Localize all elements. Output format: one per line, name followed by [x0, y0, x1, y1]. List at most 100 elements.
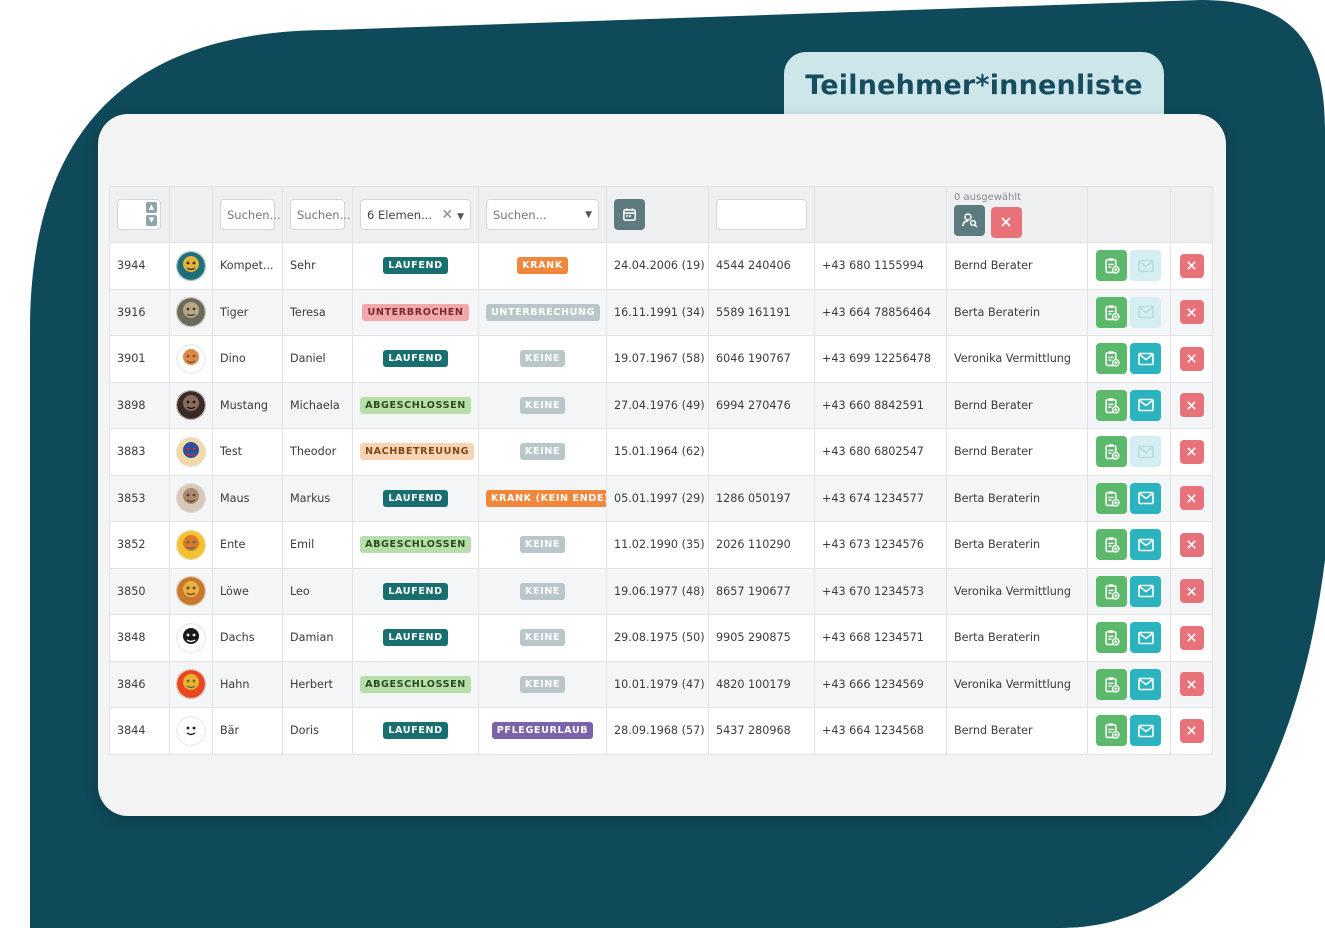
participant-name: Test — [212, 428, 283, 476]
phone-number: +43 664 1234568 — [814, 707, 947, 755]
send-mail-button[interactable] — [1130, 343, 1161, 375]
participant-name: Dachs — [212, 614, 283, 662]
send-mail-button[interactable] — [1130, 715, 1161, 747]
delete-button[interactable] — [1179, 672, 1204, 697]
insurance-number: 1286 050197 — [708, 474, 815, 522]
add-record-button[interactable] — [1096, 482, 1127, 514]
status-cell: UNTERBROCHEN — [352, 288, 479, 336]
delete-cell — [1170, 381, 1213, 429]
reason-select[interactable]: Suchen... ▼ — [486, 199, 599, 230]
close-icon — [1187, 679, 1196, 689]
delete-button[interactable] — [1179, 439, 1204, 464]
table-row[interactable]: 3846 Hahn Herbert ABGESCHLOSSEN KEINE 10… — [109, 660, 1213, 708]
insurance-number: 5589 161191 — [708, 288, 815, 336]
birth-date: 11.02.1990 (35) — [606, 521, 709, 569]
reason-badge: KRANK — [517, 257, 568, 275]
actions-cell — [1087, 567, 1171, 615]
send-mail-button[interactable] — [1130, 622, 1161, 654]
clear-selection-button[interactable] — [990, 206, 1022, 238]
delete-button[interactable] — [1179, 346, 1204, 371]
svnr-search-input[interactable] — [716, 199, 807, 230]
delete-button[interactable] — [1179, 579, 1204, 604]
add-record-button[interactable] — [1096, 296, 1127, 328]
delete-cell — [1170, 567, 1213, 615]
table-row[interactable]: 3883 Test Theodor NACHBETREUUNG KEINE 15… — [109, 428, 1213, 476]
delete-button[interactable] — [1179, 625, 1204, 650]
clear-icon[interactable]: ✕ — [441, 206, 454, 223]
delete-button[interactable] — [1179, 393, 1204, 418]
delete-button[interactable] — [1179, 253, 1204, 278]
mail-icon — [1137, 491, 1154, 505]
avatar-cell — [169, 242, 213, 290]
delete-button[interactable] — [1179, 718, 1204, 743]
table-row[interactable]: 3901 Dino Daniel LAUFEND KEINE 19.07.196… — [109, 335, 1213, 383]
delete-cell — [1170, 242, 1213, 290]
delete-cell — [1170, 660, 1213, 708]
phone-number: +43 660 8842591 — [814, 381, 947, 429]
participant-first-name: Teresa — [282, 288, 353, 336]
status-badge: ABGESCHLOSSEN — [360, 396, 471, 414]
insurance-number: 5437 280968 — [708, 707, 815, 755]
delete-button[interactable] — [1179, 300, 1204, 325]
advisor-name: Berta Beraterin — [946, 521, 1088, 569]
clipboard-add-icon — [1105, 630, 1120, 646]
table-row[interactable]: 3844 Bär Doris LAUFEND PFLEGEURLAUB 28.0… — [109, 707, 1213, 755]
add-record-button[interactable] — [1096, 668, 1127, 700]
delete-button[interactable] — [1179, 486, 1204, 511]
participant-id: 3853 — [109, 474, 170, 522]
send-mail-button[interactable] — [1130, 529, 1161, 561]
firstname-search-input[interactable]: Suchen... — [290, 199, 351, 230]
table-row[interactable]: 3898 Mustang Michaela ABGESCHLOSSEN KEIN… — [109, 381, 1213, 429]
add-record-button[interactable] — [1096, 250, 1127, 282]
send-mail-button[interactable] — [1130, 575, 1161, 607]
reason-badge: UNTERBRECHUNG — [486, 303, 601, 321]
reason-badge: KEINE — [519, 396, 566, 414]
status-multiselect[interactable]: 6 Elemen... ✕ ▼ — [360, 199, 471, 230]
table-row[interactable]: 3848 Dachs Damian LAUFEND KEINE 29.08.19… — [109, 614, 1213, 662]
add-record-button[interactable] — [1096, 715, 1127, 747]
table-row[interactable]: 3853 Maus Markus LAUFEND KRANK (KEIN END… — [109, 474, 1213, 522]
advisor-name: Bernd Berater — [946, 242, 1088, 290]
add-record-button[interactable] — [1096, 343, 1127, 375]
reason-filter-cell: Suchen... ▼ — [478, 186, 607, 243]
add-record-button[interactable] — [1096, 389, 1127, 421]
participant-id: 3844 — [109, 707, 170, 755]
table-row[interactable]: 3850 Löwe Leo LAUFEND KEINE 19.06.1977 (… — [109, 567, 1213, 615]
add-record-button[interactable] — [1096, 622, 1127, 654]
clipboard-add-icon — [1105, 305, 1120, 321]
send-mail-button[interactable] — [1130, 389, 1161, 421]
mail-icon — [1137, 259, 1154, 273]
send-mail-button[interactable] — [1130, 482, 1161, 514]
advisor-name: Bernd Berater — [946, 707, 1088, 755]
chevron-down-icon[interactable]: ▼ — [457, 211, 464, 222]
table-row[interactable]: 3852 Ente Emil ABGESCHLOSSEN KEINE 11.02… — [109, 521, 1213, 569]
mail-icon — [1137, 352, 1154, 366]
insurance-number: 6994 270476 — [708, 381, 815, 429]
reason-cell: KEINE — [478, 614, 607, 662]
add-record-button[interactable] — [1096, 529, 1127, 561]
calendar-button[interactable] — [614, 199, 645, 230]
reason-cell: KEINE — [478, 428, 607, 476]
chevron-down-icon[interactable]: ▼ — [585, 209, 592, 220]
participant-id: 3852 — [109, 521, 170, 569]
assign-advisor-button[interactable] — [954, 204, 985, 236]
spin-down-icon[interactable]: ▼ — [146, 215, 157, 226]
delete-button[interactable] — [1179, 532, 1204, 557]
status-cell: LAUFEND — [352, 242, 479, 290]
add-record-button[interactable] — [1096, 575, 1127, 607]
delete-cell — [1170, 614, 1213, 662]
status-badge: NACHBETREUUNG — [360, 443, 475, 461]
spin-up-icon[interactable]: ▲ — [146, 202, 157, 213]
table-row[interactable]: 3944 Kompet... Sehr LAUFEND KRANK 24.04.… — [109, 242, 1213, 290]
birth-date: 16.11.1991 (34) — [606, 288, 709, 336]
status-filter-cell: 6 Elemen... ✕ ▼ — [352, 186, 479, 243]
add-record-button[interactable] — [1096, 436, 1127, 468]
id-filter-input[interactable]: ▲ ▼ — [117, 199, 161, 230]
name-search-input[interactable]: Suchen... — [220, 199, 281, 230]
status-badge: LAUFEND — [383, 629, 448, 647]
participant-first-name: Theodor — [282, 428, 353, 476]
mail-icon — [1137, 677, 1154, 691]
send-mail-button[interactable] — [1130, 668, 1161, 700]
table-row[interactable]: 3916 Tiger Teresa UNTERBROCHEN UNTERBREC… — [109, 288, 1213, 336]
birth-date: 19.07.1967 (58) — [606, 335, 709, 383]
